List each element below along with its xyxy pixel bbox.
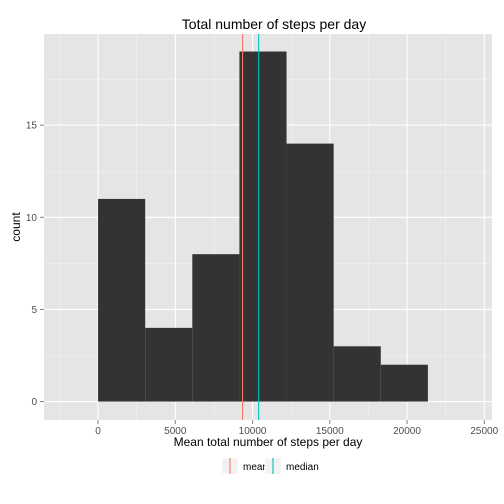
x-axis-label: Mean total number of steps per day	[174, 435, 363, 449]
y-tick-label: 15	[26, 121, 38, 132]
x-tick-label: 10000	[239, 426, 267, 437]
histogram-bar-1	[98, 198, 146, 402]
x-tick-label: 25000	[470, 426, 498, 437]
y-axis-label: count	[9, 212, 23, 242]
x-tick-label: 0	[95, 426, 101, 437]
y-tick-label: 5	[31, 305, 37, 316]
histogram-bar-5	[286, 143, 334, 402]
legend: mean median	[221, 457, 319, 475]
x-tick-label: 5000	[164, 426, 187, 437]
y-axis-ticks: 0 5 10 15	[26, 121, 44, 408]
x-axis-ticks: 0 5000 10000 15000 20000 25000	[95, 420, 499, 437]
reference-lines	[242, 34, 260, 420]
y-tick-label: 10	[26, 213, 38, 224]
x-tick-label: 15000	[316, 426, 344, 437]
y-tick-label: 0	[31, 397, 37, 408]
histogram-bar-2	[145, 327, 193, 402]
histogram-bar-6	[333, 346, 381, 402]
histogram-bar-4	[239, 51, 287, 402]
chart-title: Total number of steps per day	[182, 16, 366, 32]
mean-legend-label: mean	[243, 462, 268, 473]
bars	[98, 51, 428, 402]
histogram-bar-3	[192, 254, 240, 402]
x-tick-label: 20000	[393, 426, 421, 437]
median-legend-label: median	[286, 462, 319, 473]
histogram-bar-7	[380, 364, 428, 402]
